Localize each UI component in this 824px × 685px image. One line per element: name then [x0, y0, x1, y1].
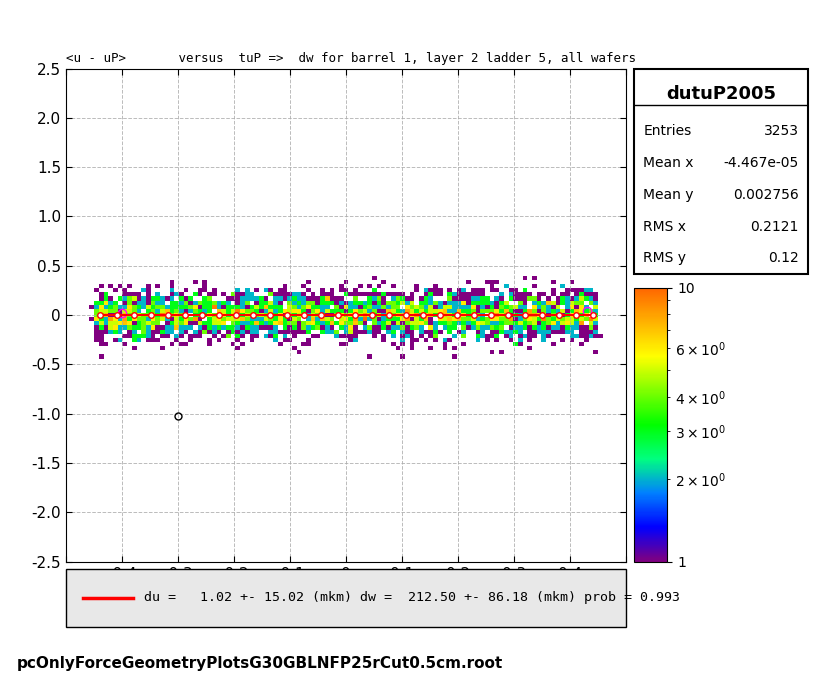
Text: du =   1.02 +- 15.02 (mkm) dw =  212.50 +- 86.18 (mkm) prob = 0.993: du = 1.02 +- 15.02 (mkm) dw = 212.50 +- …: [144, 591, 681, 604]
Text: 0.002756: 0.002756: [733, 188, 798, 201]
Text: 0.12: 0.12: [768, 251, 798, 265]
Text: 3253: 3253: [764, 124, 798, 138]
Text: -4.467e-05: -4.467e-05: [723, 156, 798, 170]
Text: RMS y: RMS y: [643, 251, 686, 265]
Text: Mean x: Mean x: [643, 156, 694, 170]
Text: 0.2121: 0.2121: [751, 220, 798, 234]
Text: dutuP2005: dutuP2005: [666, 85, 776, 103]
Text: Entries: Entries: [643, 124, 691, 138]
Text: pcOnlyForceGeometryPlotsG30GBLNFP25rCut0.5cm.root: pcOnlyForceGeometryPlotsG30GBLNFP25rCut0…: [16, 656, 503, 671]
Text: RMS x: RMS x: [643, 220, 686, 234]
Text: Mean y: Mean y: [643, 188, 694, 201]
Text: <u - uP>       versus  tuP =>  dw for barrel 1, layer 2 ladder 5, all wafers: <u - uP> versus tuP => dw for barrel 1, …: [66, 51, 636, 64]
